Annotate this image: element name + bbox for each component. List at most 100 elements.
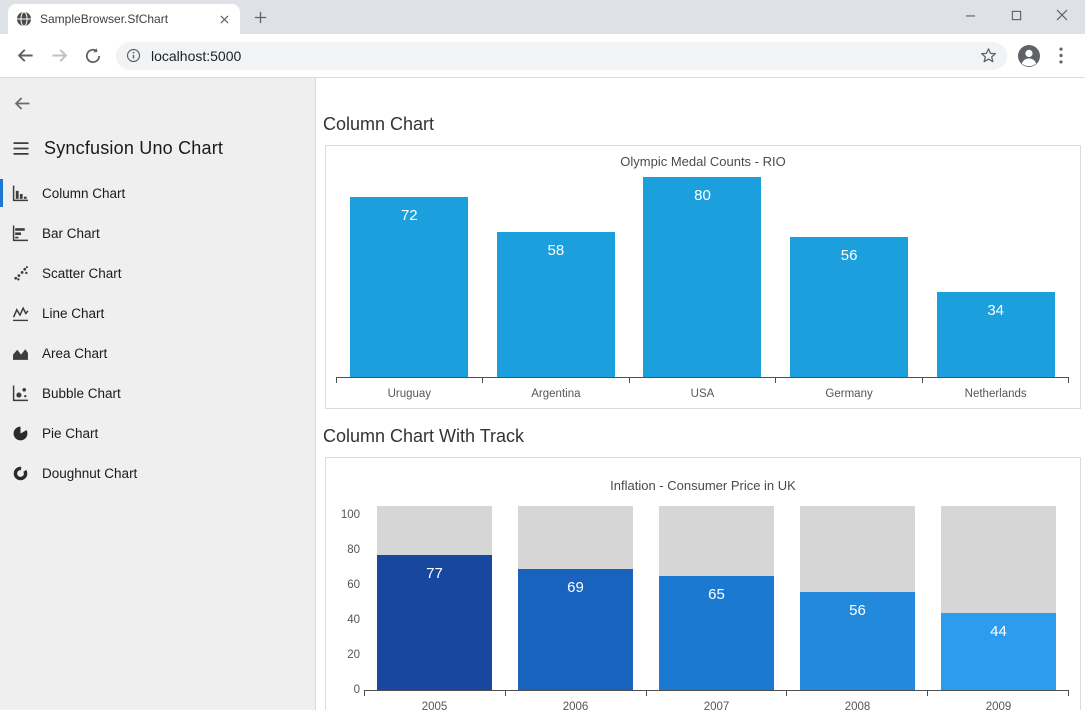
window-minimize-icon[interactable] [947,0,993,30]
chart2-plot: 77 69 65 56 44 [364,506,1069,690]
axis-tick [628,378,775,383]
x-axis-label: Germany [825,388,873,400]
x-axis-label: Argentina [531,388,581,400]
pie-chart-icon [12,424,29,442]
sidebar-item-label: Doughnut Chart [42,465,138,481]
axis-tick [645,691,787,696]
new-tab-icon[interactable] [250,7,270,27]
x-axis-label: 2007 [703,701,730,710]
axis-tick [482,378,628,383]
x-axis-label: 2006 [562,701,589,710]
toolbar-right [1013,40,1077,72]
chart-nav-list: Column Chart Bar Chart [0,173,315,493]
chart1-data-label: 80 [694,187,711,204]
chart1-title: Olympic Medal Counts - RIO [620,154,786,169]
chart1-column-Netherlands: 34 [922,177,1069,377]
y-axis-label: 40 [347,613,360,626]
sidebar-item-scatter-chart[interactable]: Scatter Chart [0,253,315,293]
chart2-data-label: 65 [708,586,725,603]
axis-tick [775,378,921,383]
sidebar-back-icon[interactable] [12,95,32,113]
sidebar: Syncfusion Uno Chart Column Chart [0,78,315,710]
favicon-globe-icon [16,11,32,27]
x-axis-label: 2008 [844,701,871,710]
sidebar-item-line-chart[interactable]: Line Chart [0,293,315,333]
sidebar-item-column-chart[interactable]: Column Chart [0,173,315,213]
sidebar-item-label: Area Chart [42,345,108,361]
x-axis-label: USA [690,388,715,400]
section-heading-column-chart: Column Chart [323,114,435,134]
sidebar-item-doughnut-chart[interactable]: Doughnut Chart [0,453,315,493]
forward-icon[interactable] [44,41,74,71]
chart2-y-axis: 0 20 40 60 80 100 [336,506,364,696]
y-axis-label: 0 [353,684,360,696]
x-axis-label: 2005 [421,701,448,710]
site-info-icon[interactable] [126,48,141,63]
sidebar-item-label: Column Chart [42,185,126,201]
sidebar-item-bubble-chart[interactable]: Bubble Chart [0,373,315,413]
column-chart-icon [12,185,29,202]
axis-tick [927,691,1069,696]
y-axis-label: 60 [347,578,360,591]
chart2-column-2006: 69 [505,506,646,690]
chart1-plot: 72 58 80 56 34 [336,177,1069,377]
chart2-data-label: 56 [849,602,866,619]
section-heading-column-chart-with-track: Column Chart With Track [323,426,525,446]
axis-tick [504,691,646,696]
address-bar[interactable]: localhost:5000 [116,41,1007,70]
axis-tick [336,378,482,383]
x-axis-label: Netherlands [964,388,1027,400]
chart1-x-labels: Uruguay Argentina USA Germany Netherlands [336,388,1069,400]
tab-close-icon[interactable] [216,11,232,27]
column-chart-with-track-card: Inflation - Consumer Price in UK 0 20 40 60… [325,457,1081,710]
chart1-column-Argentina: 58 [483,177,630,377]
chart2-column-2009: 44 [928,506,1069,690]
browser-titlebar: SampleBrowser.SfChart [0,0,1085,34]
y-axis-label: 20 [347,648,360,661]
scatter-chart-icon [12,265,29,282]
app-title: Syncfusion Uno Chart [44,138,224,158]
bar-chart-icon [12,225,29,242]
axis-tick [364,691,505,696]
chart1-data-label: 58 [547,242,565,259]
reload-icon[interactable] [78,41,108,71]
sidebar-item-bar-chart[interactable]: Bar Chart [0,213,315,253]
chart2-data-label: 77 [426,565,443,582]
bookmark-star-icon[interactable] [980,47,997,64]
bubble-chart-icon [12,385,29,402]
chart1-column-USA: 80 [629,177,776,377]
profile-avatar-icon[interactable] [1013,40,1045,72]
sidebar-item-label: Line Chart [42,305,105,321]
axis-tick [921,378,1070,383]
chart1-bar-Argentina: 58 [496,232,615,377]
x-axis-label: Uruguay [387,388,432,400]
chart1-column-Germany: 56 [776,177,923,377]
x-axis-label: 2009 [985,701,1012,710]
chart2-x-labels: 2005 2006 2007 2008 2009 [364,701,1069,710]
hamburger-menu-icon[interactable] [12,141,30,156]
back-icon[interactable] [10,41,40,71]
chart2-body: 0 20 40 60 80 100 77 69 65 56 44 [336,506,1069,696]
window-close-icon[interactable] [1039,0,1085,30]
chart2-bar-2007: 65 [659,576,774,690]
chart2-title: Inflation - Consumer Price in UK [610,478,796,493]
chart2-data-label: 44 [990,623,1007,640]
sidebar-item-pie-chart[interactable]: Pie Chart [0,413,315,453]
chart1-data-label: 72 [400,207,418,224]
chart2-bar-2008: 56 [800,592,915,690]
browser-tab[interactable]: SampleBrowser.SfChart [8,4,240,34]
y-axis-label: 80 [347,543,360,556]
sidebar-item-area-chart[interactable]: Area Chart [0,333,315,373]
sidebar-header: Syncfusion Uno Chart [12,138,315,159]
axis-tick [786,691,927,696]
chart2-column-2007: 65 [646,506,787,690]
window-maximize-icon[interactable] [993,0,1039,30]
chart2-column-2008: 56 [787,506,928,690]
sidebar-item-label: Bubble Chart [42,385,121,401]
url-text[interactable]: localhost:5000 [151,47,242,64]
chart2-column-2005: 77 [364,506,505,690]
chart2-bar-2006: 69 [518,569,633,690]
menu-kebab-icon[interactable] [1045,40,1077,72]
chart2-bar-2005: 77 [377,555,492,690]
doughnut-chart-icon [12,464,29,482]
